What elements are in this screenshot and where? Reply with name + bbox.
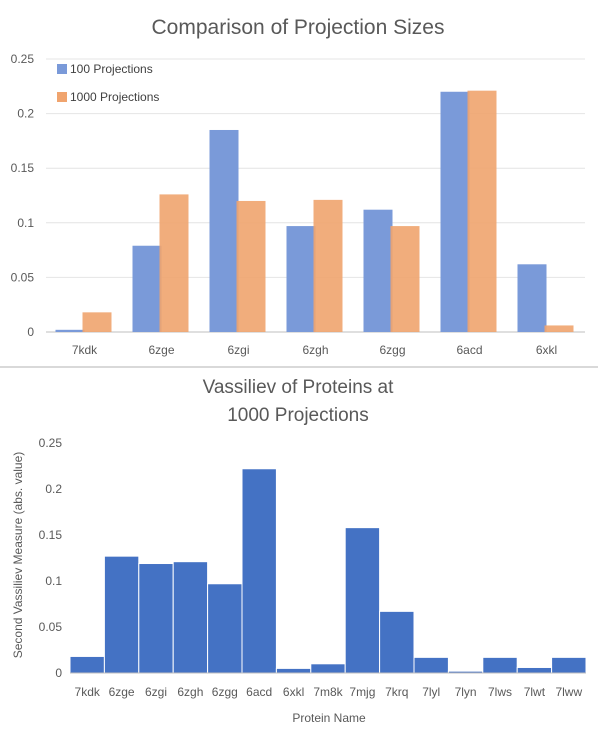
x-tick-label: 6zgi (145, 685, 167, 699)
x-tick-label: 6zgh (302, 343, 328, 357)
x-tick-label: 7lww (555, 685, 582, 699)
bar-100-6zgg (363, 209, 393, 332)
bar-6zge (103, 555, 140, 674)
x-tick-label: 7kdk (75, 685, 101, 699)
x-tick-label: 6zgh (177, 685, 203, 699)
y-tick-label: 0.25 (11, 52, 35, 66)
x-tick-label: 7lyn (455, 685, 477, 699)
bar-100-6zgi (209, 129, 239, 332)
legend-swatch (57, 92, 67, 102)
y-tick-label: 0 (27, 325, 34, 339)
bar-100-6xkl (517, 264, 547, 332)
chart-title-line-2: 1000 Projections (227, 405, 369, 426)
bar-100-6zge (132, 245, 162, 332)
bar-1000-6zgh (313, 199, 343, 332)
bar-100-7kdk (55, 329, 85, 332)
bar-1000-6acd (467, 90, 497, 332)
legend-swatch (57, 64, 67, 74)
x-tick-label: 6xkl (536, 343, 557, 357)
x-tick-label: 6zgg (212, 685, 238, 699)
x-tick-label: 7lwt (524, 685, 546, 699)
projection-sizes-chart-panel: Comparison of Projection Sizes 0 0.05 0.1 0… (0, 16, 598, 368)
bar-100-6zgh (286, 226, 316, 332)
x-tick-label: 6xkl (283, 685, 304, 699)
legend-label: 100 Projections (70, 62, 153, 76)
bar-6zgh (172, 561, 209, 674)
y-tick-label: 0.2 (17, 107, 34, 121)
bar-7kdk (69, 655, 105, 674)
x-tick-label: 7krq (385, 685, 408, 699)
bar-1000-6zge (159, 194, 189, 332)
bar-7lws (482, 656, 518, 674)
bar-7m8k (310, 663, 346, 674)
chart-title-line-1: Vassiliev of Proteins at (203, 377, 395, 398)
y-axis-title: Second Vassiliev Measure (abs. value) (11, 452, 25, 659)
x-tick-label: 7lyl (422, 685, 440, 699)
x-tick-label: 7mjg (349, 685, 375, 699)
y-tick-label: 0.1 (45, 574, 62, 588)
bar-7lww (551, 656, 587, 674)
x-tick-label: 6zge (109, 685, 135, 699)
bar-1000-7kdk (82, 312, 112, 332)
x-tick-label: 6zgg (379, 343, 405, 357)
y-tick-label: 0.2 (45, 482, 62, 496)
bar-6xkl (275, 667, 312, 674)
bar-1000-6zgi (236, 200, 266, 332)
bar-1000-6zgg (390, 226, 420, 332)
bar-6zgi (138, 563, 174, 674)
projection-sizes-chart: Comparison of Projection Sizes 0 0.05 0.1 0… (11, 16, 585, 357)
y-tick-label: 0.15 (11, 161, 35, 175)
x-axis-title: Protein Name (292, 711, 366, 725)
x-tick-label: 7lws (488, 685, 512, 699)
y-tick-label: 0.05 (39, 620, 63, 634)
x-tick-label: 6acd (246, 685, 272, 699)
bar-7lwt (516, 666, 553, 674)
bar-100-6acd (440, 91, 470, 332)
bar-6zgg (207, 583, 243, 674)
bar-6acd (241, 468, 277, 674)
legend-label: 1000 Projections (70, 90, 159, 104)
vassiliev-chart: Vassiliev of Proteins at 1000 Projection… (11, 377, 587, 725)
x-tick-label: 7kdk (72, 343, 98, 357)
y-tick-label: 0 (55, 666, 62, 680)
x-tick-label: 6acd (456, 343, 482, 357)
x-tick-label: 7m8k (313, 685, 343, 699)
vassiliev-chart-panel: Vassiliev of Proteins at 1000 Projection… (0, 369, 598, 736)
y-tick-label: 0.1 (17, 216, 34, 230)
y-tick-label: 0.05 (11, 270, 35, 284)
bar-7krq (379, 610, 415, 674)
x-tick-label: 6zgi (227, 343, 249, 357)
y-tick-label: 0.25 (39, 436, 63, 450)
chart-title: Comparison of Projection Sizes (152, 16, 445, 39)
bar-7mjg (344, 527, 381, 674)
x-tick-label: 6zge (148, 343, 174, 357)
y-tick-label: 0.15 (39, 528, 63, 542)
bar-1000-6xkl (544, 325, 574, 332)
bar-7lyl (413, 656, 449, 674)
